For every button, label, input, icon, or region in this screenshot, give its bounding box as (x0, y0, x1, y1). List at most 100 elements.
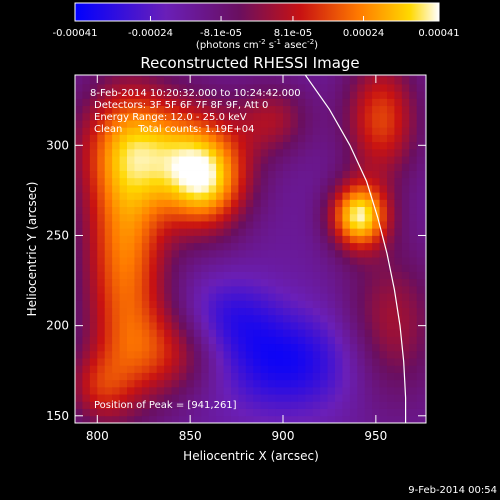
heatmap-cell (379, 300, 388, 308)
heatmap-cell (141, 177, 150, 186)
heatmap-cell (387, 170, 395, 179)
heatmap-cell (75, 278, 83, 287)
heatmap-cell (245, 300, 254, 308)
heatmap-cell (283, 221, 291, 229)
heatmap-cell (82, 221, 91, 229)
heatmap-cell (223, 84, 232, 92)
heatmap-cell (186, 163, 195, 171)
heatmap-cell (127, 98, 135, 107)
heatmap-cell (104, 134, 113, 143)
heatmap-cell (379, 271, 388, 280)
heatmap-cell (89, 163, 98, 171)
heatmap-cell (253, 221, 262, 229)
heatmap-cell (75, 300, 83, 308)
heatmap-cell (193, 184, 202, 193)
heatmap-cell (349, 213, 358, 222)
heatmap-cell (231, 141, 239, 150)
heatmap-cell (112, 75, 120, 78)
heatmap-cell (75, 257, 83, 265)
heatmap-cell (112, 163, 120, 171)
heatmap-cell (297, 365, 306, 373)
heatmap-cell (216, 322, 224, 330)
heatmap-cell (201, 163, 210, 171)
heatmap-cell (119, 156, 128, 164)
heatmap-cell (97, 394, 106, 402)
heatmap-cell (193, 408, 202, 417)
heatmap-cell (312, 120, 321, 128)
heatmap-cell (141, 365, 150, 373)
heatmap-cell (141, 235, 150, 244)
heatmap-cell (193, 127, 202, 135)
heatmap-cell (387, 350, 395, 359)
heatmap-cell (372, 322, 380, 330)
heatmap-cell (179, 76, 187, 85)
heatmap-cell (327, 120, 336, 128)
heatmap-cell (305, 408, 314, 417)
heatmap-cell (260, 141, 269, 150)
heatmap-cell (89, 177, 98, 186)
heatmap-cell (364, 358, 373, 366)
heatmap-cell (401, 91, 410, 99)
heatmap-cell (201, 293, 210, 301)
heatmap-cell (216, 213, 224, 222)
heatmap-cell (201, 408, 210, 417)
heatmap-cell (379, 242, 388, 251)
heatmap-cell (231, 235, 239, 244)
heatmap-cell (260, 278, 269, 287)
heatmap-cell (297, 75, 306, 78)
heatmap-cell (379, 105, 388, 114)
heatmap-cell (416, 278, 425, 287)
heatmap-cell (141, 408, 150, 417)
heatmap-cell (127, 271, 135, 280)
heatmap-cell (387, 213, 395, 222)
heatmap-cell (409, 170, 418, 179)
heatmap-cell (327, 278, 336, 287)
heatmap-cell (260, 134, 269, 143)
heatmap-cell (387, 408, 395, 417)
heatmap-cell (409, 415, 418, 423)
heatmap-cell (364, 415, 373, 423)
heatmap-cell (223, 415, 232, 423)
heatmap-cell (268, 314, 276, 323)
heatmap-cell (253, 141, 262, 150)
heatmap-cell (342, 199, 351, 208)
heatmap-cell (268, 228, 276, 236)
heatmap-cell (297, 199, 306, 208)
heatmap-cell (127, 184, 135, 193)
heatmap-cell (327, 192, 336, 200)
heatmap-cell (260, 127, 269, 135)
heatmap-cell (119, 394, 128, 402)
heatmap-cell (164, 271, 172, 280)
heatmap-cell (89, 98, 98, 107)
heatmap-cell (394, 293, 403, 301)
heatmap-cell (424, 184, 426, 193)
heatmap-cell (275, 127, 284, 135)
heatmap-cell (401, 148, 410, 157)
heatmap-cell (164, 170, 172, 179)
heatmap-cell (268, 170, 276, 179)
heatmap-cell (245, 271, 254, 280)
heatmap-cell (357, 415, 366, 423)
heatmap-cell (156, 75, 165, 78)
heatmap-cell (156, 170, 165, 179)
heatmap-cell (231, 84, 239, 92)
heatmap-cell (134, 127, 143, 135)
heatmap-cell (297, 156, 306, 164)
heatmap-cell (275, 372, 284, 381)
heatmap-cell (75, 76, 83, 85)
heatmap-cell (141, 84, 150, 92)
heatmap-cell (290, 127, 299, 135)
heatmap-cell (231, 257, 239, 265)
heatmap-cell (312, 307, 321, 316)
heatmap-cell (424, 228, 426, 236)
heatmap-cell (171, 257, 180, 265)
heatmap-cell (112, 401, 120, 409)
heatmap-cell (327, 386, 336, 395)
heatmap-cell (134, 120, 143, 128)
heatmap-cell (171, 350, 180, 359)
heatmap-cell (260, 206, 269, 215)
heatmap-cell (416, 336, 425, 345)
heatmap-cell (134, 228, 143, 236)
heatmap-cell (134, 271, 143, 280)
heatmap-cell (387, 394, 395, 402)
